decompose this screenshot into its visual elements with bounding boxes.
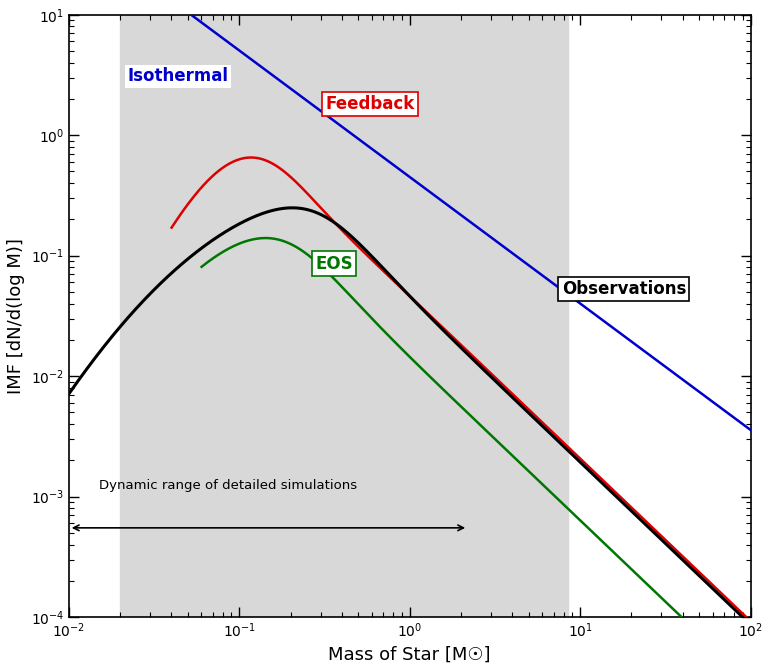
Text: Observations: Observations (562, 280, 686, 298)
Text: EOS: EOS (316, 255, 353, 272)
Text: Dynamic range of detailed simulations: Dynamic range of detailed simulations (99, 478, 357, 492)
X-axis label: Mass of Star [M☉]: Mass of Star [M☉] (329, 646, 491, 664)
Y-axis label: IMF [dN/d(log M)]: IMF [dN/d(log M)] (7, 238, 25, 394)
Text: Isothermal: Isothermal (127, 67, 228, 85)
Bar (120, 15, 568, 617)
Text: Feedback: Feedback (326, 95, 414, 113)
